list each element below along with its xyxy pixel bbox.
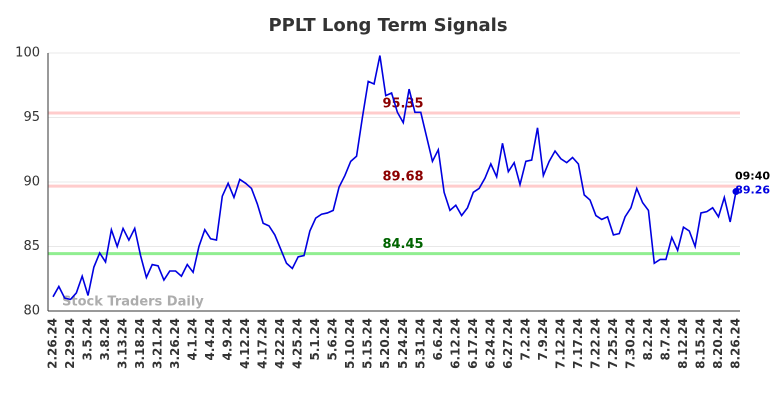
x-tick-label: 8.26.24 — [729, 318, 743, 369]
watermark: Stock Traders Daily — [62, 295, 204, 310]
x-tick-label: 4.17.24 — [256, 318, 270, 369]
x-tick-label: 4.12.24 — [238, 318, 252, 369]
y-tick-label: 90 — [23, 175, 40, 190]
y-tick-label: 80 — [23, 304, 40, 319]
x-tick-label: 5.20.24 — [378, 318, 392, 369]
x-tick-label: 7.9.24 — [536, 318, 550, 361]
x-tick-label: 7.30.24 — [623, 318, 637, 369]
price-line — [52, 55, 737, 301]
x-tick-label: 8.2.24 — [641, 318, 655, 361]
last-time: 09:40 — [735, 170, 770, 183]
chart-title: PPLT Long Term Signals — [268, 15, 507, 36]
x-tick-label: 7.12.24 — [553, 318, 567, 369]
x-tick-label: 3.18.24 — [133, 318, 147, 369]
y-tick-label: 85 — [23, 239, 40, 254]
x-tick-label: 3.8.24 — [98, 318, 112, 361]
x-tick-label: 8.7.24 — [658, 318, 672, 361]
x-tick-label: 5.31.24 — [413, 318, 427, 369]
x-tick-label: 8.15.24 — [693, 318, 707, 369]
x-tick-label: 6.17.24 — [466, 318, 480, 369]
x-tick-label: 4.22.24 — [273, 318, 287, 369]
x-tick-label: 5.1.24 — [308, 318, 322, 361]
last-value: 89.26 — [735, 184, 770, 197]
x-tick-label: 5.15.24 — [361, 318, 375, 369]
y-tick-label: 100 — [15, 46, 40, 61]
level-label: 95.35 — [382, 96, 423, 111]
x-tick-label: 4.25.24 — [291, 318, 305, 369]
last-point — [732, 188, 740, 196]
x-tick-label: 3.13.24 — [116, 318, 130, 369]
x-tick-label: 5.10.24 — [343, 318, 357, 369]
x-tick-label: 3.21.24 — [151, 318, 165, 369]
x-tick-label: 4.9.24 — [221, 318, 235, 361]
x-tick-label: 6.24.24 — [483, 318, 497, 369]
x-tick-label: 4.1.24 — [186, 318, 200, 361]
x-tick-label: 2.26.24 — [46, 318, 60, 369]
x-tick-label: 8.12.24 — [676, 318, 690, 369]
x-tick-label: 5.24.24 — [396, 318, 410, 369]
x-tick-label: 7.25.24 — [606, 318, 620, 369]
x-tick-label: 7.17.24 — [571, 318, 585, 369]
x-tick-label: 2.29.24 — [63, 318, 77, 369]
level-label: 84.45 — [382, 237, 423, 252]
level-label: 89.68 — [382, 170, 423, 185]
x-tick-label: 6.27.24 — [501, 318, 515, 369]
x-tick-label: 6.12.24 — [448, 318, 462, 369]
x-tick-label: 7.22.24 — [588, 318, 602, 369]
x-tick-label: 6.6.24 — [431, 318, 445, 361]
x-tick-label: 7.2.24 — [518, 318, 532, 361]
x-tick-label: 8.20.24 — [711, 318, 725, 369]
x-tick-label: 3.26.24 — [168, 318, 182, 369]
x-tick-label: 5.6.24 — [326, 318, 340, 361]
y-tick-label: 95 — [23, 110, 40, 125]
x-tick-label: 3.5.24 — [81, 318, 95, 361]
x-tick-label: 4.4.24 — [203, 318, 217, 361]
